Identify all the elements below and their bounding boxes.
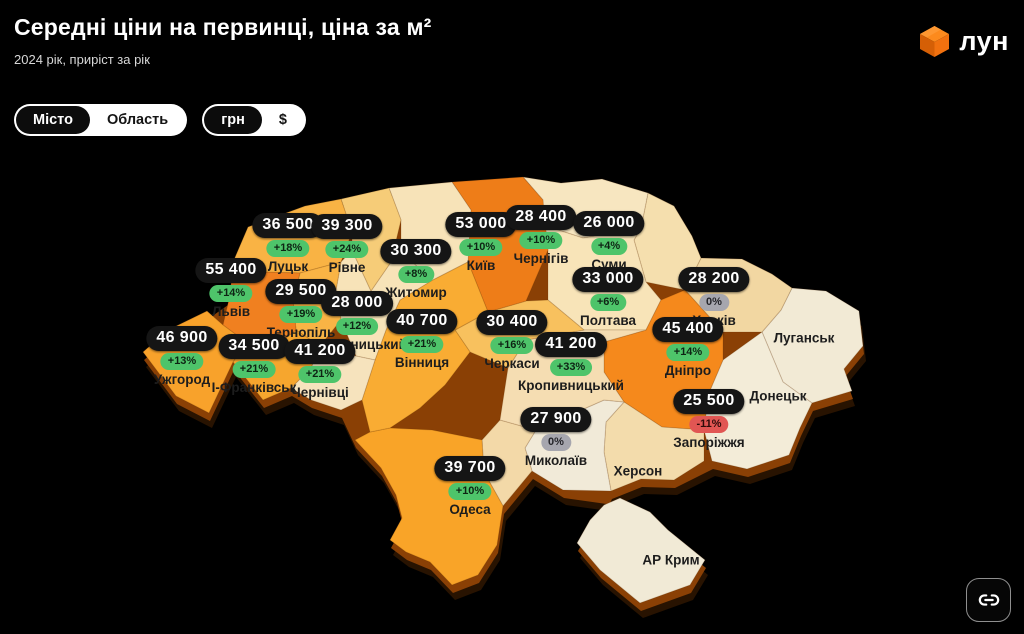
toggle-option-city[interactable]: Місто (16, 106, 90, 134)
header: Середні ціни на первинці, ціна за м² 202… (14, 14, 432, 67)
region-donetsk (703, 331, 813, 470)
orange-cube-icon (920, 26, 950, 57)
lun-logo[interactable]: лун (919, 25, 1009, 58)
region-crimea (576, 497, 706, 604)
lun-logo-text: лун (959, 26, 1009, 56)
page-subtitle: 2024 рік, приріст за рік (14, 52, 150, 67)
region-mykolaiv (481, 419, 537, 507)
toggle-option-usd[interactable]: $ (262, 106, 304, 134)
toggle-option-oblast[interactable]: Область (90, 106, 185, 134)
toolbar: Місто Область грн $ (14, 104, 306, 136)
region-volyn (232, 198, 353, 274)
link-icon (978, 594, 999, 606)
share-link-button[interactable] (966, 578, 1011, 622)
map-regions (142, 176, 864, 604)
toggle-option-uah[interactable]: грн (204, 106, 262, 134)
currency-toggle: грн $ (202, 104, 306, 136)
location-toggle: Місто Область (14, 104, 188, 136)
region-odesa (354, 427, 504, 586)
page-title: Середні ціни на первинці, ціна за м² (14, 14, 432, 40)
